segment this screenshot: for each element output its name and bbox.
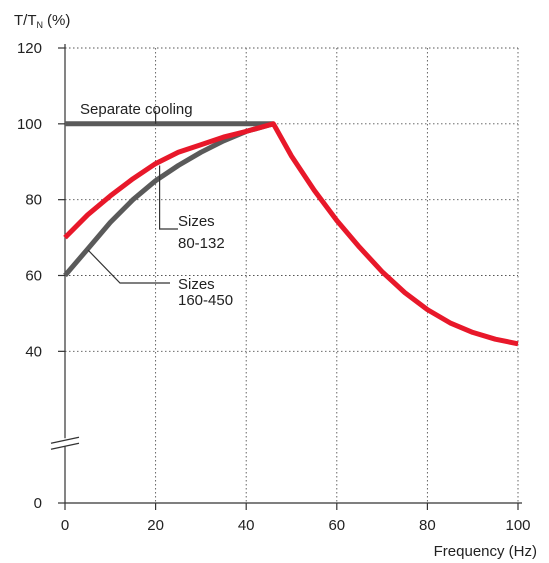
annotation-sizes-160-450-line-1: Sizes <box>178 276 215 293</box>
y-tick-label-60: 60 <box>25 268 42 285</box>
series-line-2 <box>63 121 519 347</box>
grid-lines <box>65 47 519 503</box>
x-tick-label-100: 100 <box>505 517 530 534</box>
x-tick-label-40: 40 <box>238 517 255 534</box>
annotation-sizes-80-132: Sizes 80-132 <box>178 213 225 252</box>
annotation-sizes-80-132-line-2: 80-132 <box>178 235 225 252</box>
y-axis-title-main: T/T <box>14 12 37 29</box>
annotation-sizes-80-132-line-1: Sizes <box>178 213 215 230</box>
axis-break-gap <box>51 438 79 447</box>
y-axis-title-unit: (%) <box>47 12 70 29</box>
leader-sizes-80-132 <box>159 165 178 230</box>
x-tick-label-60: 60 <box>328 517 345 534</box>
annotation-sizes-160-450: Sizes 160-450 <box>178 276 233 309</box>
axis-break-mark-2 <box>50 442 80 450</box>
y-axis-title-sub: N <box>37 20 44 30</box>
axis-break-mark-1 <box>50 436 80 444</box>
x-tick-label-0: 0 <box>61 517 69 534</box>
y-tick-label-0: 0 <box>34 495 42 512</box>
x-tick-label-20: 20 <box>147 517 164 534</box>
x-tick-label-80: 80 <box>419 517 436 534</box>
leader-sizes-160-450 <box>87 249 170 284</box>
y-tick-label-100: 100 <box>17 116 42 133</box>
y-tick-label-40: 40 <box>25 343 42 360</box>
annotation-sizes-160-450-line-2: 160-450 <box>178 292 233 309</box>
y-axis-title: T/TN (%) <box>14 12 70 30</box>
axis-labels: 0 40 60 80 100 120 0 20 40 60 80 100 T/TN (%) Frequenc… <box>14 12 537 560</box>
y-tick-label-80: 80 <box>25 192 42 209</box>
y-tick-label-120: 120 <box>17 40 42 57</box>
annotation-separate-cooling: Separate cooling <box>80 101 193 118</box>
x-axis-title: Frequency (Hz) <box>434 543 537 560</box>
data-series <box>63 121 519 347</box>
